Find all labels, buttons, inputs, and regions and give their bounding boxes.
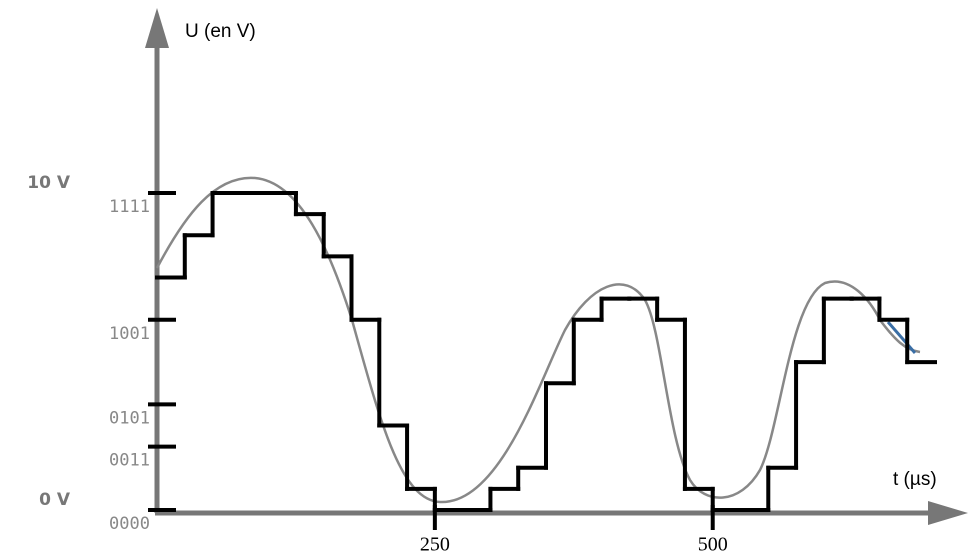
x-tick-label: 500: [698, 534, 728, 555]
y-tick-label: 1111: [109, 197, 150, 217]
y-tick-label: 0011: [109, 451, 150, 471]
y-tick-label: 0000: [109, 514, 150, 534]
analog-signal: [155, 176, 921, 504]
x-tick-label: 250: [420, 534, 450, 555]
axes: [145, 8, 968, 525]
y-arrow: [145, 8, 169, 48]
volt-label: 0 V: [39, 490, 71, 510]
x-axis-title: t (µs): [893, 469, 937, 490]
y-axis-title: U (en V): [185, 21, 256, 42]
artifact-line: [886, 321, 917, 354]
x-arrow: [928, 501, 968, 525]
y-tick-label: 1001: [109, 324, 150, 344]
y-tick-label: 0101: [109, 408, 150, 428]
volt-label: 10 V: [27, 173, 71, 193]
